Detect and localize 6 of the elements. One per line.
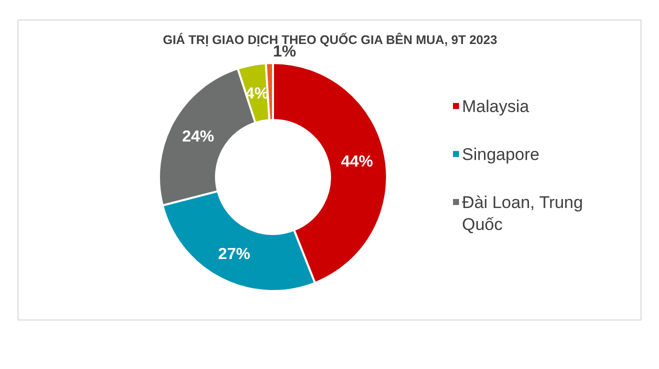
legend-label: Đài Loan, Trung Quốc [462,193,583,234]
data-label: 44% [340,154,373,171]
data-label: 27% [218,246,250,263]
legend-label: Singapore [462,145,540,164]
data-label: 24% [182,128,214,146]
legend-label: Malaysia [462,97,530,116]
